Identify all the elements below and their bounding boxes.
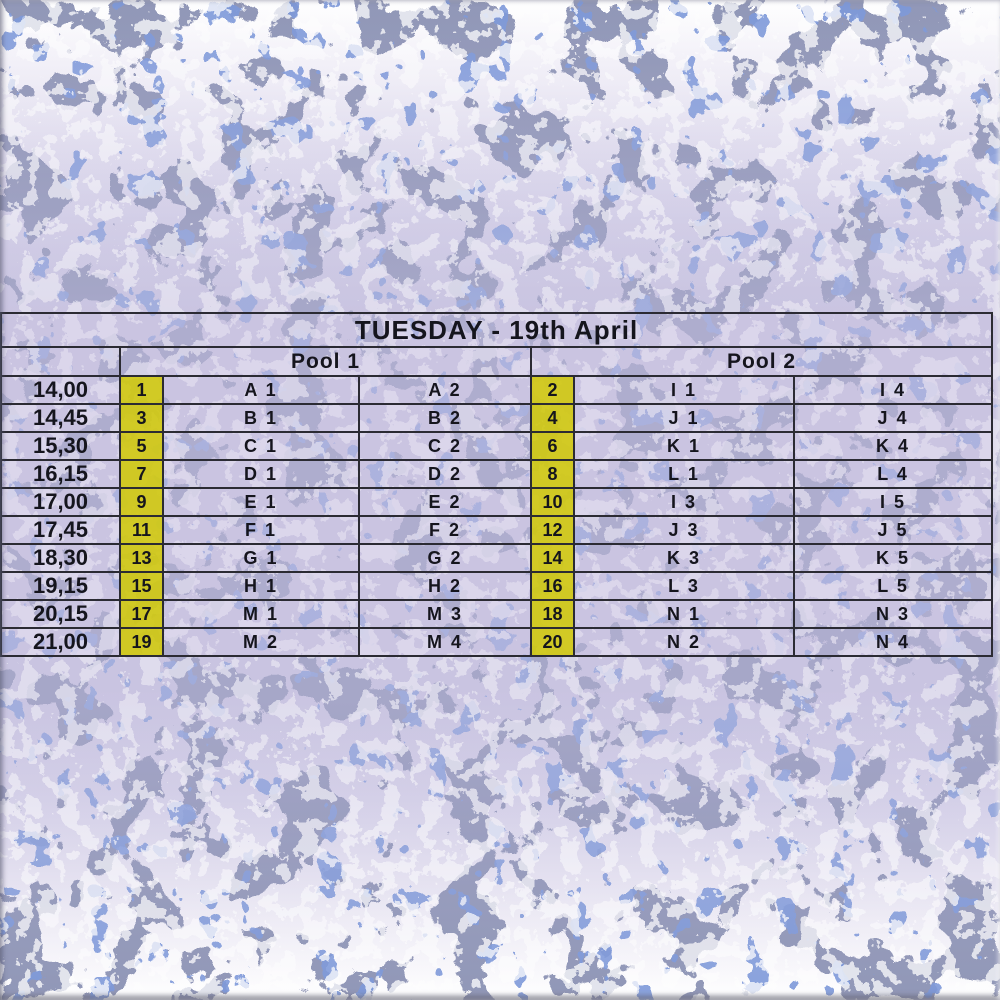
match-number-cell: 12: [530, 515, 575, 545]
match-code-cell: A 2: [358, 375, 532, 405]
match-number-cell: 1: [119, 375, 164, 405]
match-code-cell: K 5: [792, 543, 994, 573]
match-code-cell: G 1: [162, 543, 360, 573]
match-number-cell: 19: [119, 627, 164, 657]
match-number-cell: 4: [530, 403, 575, 433]
match-code-cell: I 1: [573, 375, 795, 405]
match-number-cell: 16: [530, 571, 575, 601]
table-row: 19,15 15 H 1 H 2 16 L 3 L 5: [0, 571, 994, 601]
match-number-cell: 10: [530, 487, 575, 517]
table-row: 15,30 5 C 1 C 2 6 K 1 K 4: [0, 431, 994, 461]
match-code-cell: N 1: [573, 599, 795, 629]
match-number-cell: 13: [119, 543, 164, 573]
match-code-cell: E 1: [162, 487, 360, 517]
match-code-cell: L 3: [573, 571, 795, 601]
match-code-cell: M 4: [358, 627, 532, 657]
match-code-cell: K 1: [573, 431, 795, 461]
match-number-cell: 20: [530, 627, 575, 657]
match-code-cell: N 2: [573, 627, 795, 657]
pool1-header: Pool 1: [119, 346, 532, 377]
match-code-cell: M 3: [358, 599, 532, 629]
match-code-cell: N 3: [792, 599, 994, 629]
time-cell: 17,00: [0, 487, 121, 517]
match-number-cell: 11: [119, 515, 164, 545]
table-row: 14,00 1 A 1 A 2 2 I 1 I 4: [0, 375, 994, 405]
time-cell: 15,30: [0, 431, 121, 461]
match-code-cell: L 5: [792, 571, 994, 601]
match-code-cell: N 4: [792, 627, 994, 657]
match-code-cell: K 4: [792, 431, 994, 461]
match-code-cell: E 2: [358, 487, 532, 517]
match-code-cell: B 2: [358, 403, 532, 433]
table-row: 14,45 3 B 1 B 2 4 J 1 J 4: [0, 403, 994, 433]
match-code-cell: H 1: [162, 571, 360, 601]
match-number-cell: 9: [119, 487, 164, 517]
match-code-cell: M 2: [162, 627, 360, 657]
time-cell: 14,45: [0, 403, 121, 433]
header-row: Pool 1 Pool 2: [0, 346, 994, 377]
title-row: TUESDAY - 19th April: [0, 312, 994, 348]
match-code-cell: I 5: [792, 487, 994, 517]
time-cell: 19,15: [0, 571, 121, 601]
match-number-cell: 8: [530, 459, 575, 489]
match-number-cell: 2: [530, 375, 575, 405]
pool2-header: Pool 2: [529, 346, 994, 377]
match-number-cell: 6: [530, 431, 575, 461]
match-number-cell: 5: [119, 431, 164, 461]
table-row: 16,15 7 D 1 D 2 8 L 1 L 4: [0, 459, 994, 489]
time-cell: 17,45: [0, 515, 121, 545]
match-code-cell: D 1: [162, 459, 360, 489]
match-code-cell: H 2: [358, 571, 532, 601]
time-cell: 14,00: [0, 375, 121, 405]
schedule-title: TUESDAY - 19th April: [0, 312, 994, 348]
time-cell: 18,30: [0, 543, 121, 573]
match-number-cell: 14: [530, 543, 575, 573]
table-row: 17,45 11 F 1 F 2 12 J 3 J 5: [0, 515, 994, 545]
match-code-cell: J 3: [573, 515, 795, 545]
table-row: 18,30 13 G 1 G 2 14 K 3 K 5: [0, 543, 994, 573]
match-number-cell: 17: [119, 599, 164, 629]
match-number-cell: 15: [119, 571, 164, 601]
match-number-cell: 18: [530, 599, 575, 629]
match-code-cell: J 4: [792, 403, 994, 433]
match-code-cell: L 4: [792, 459, 994, 489]
match-code-cell: D 2: [358, 459, 532, 489]
match-code-cell: B 1: [162, 403, 360, 433]
match-code-cell: M 1: [162, 599, 360, 629]
match-number-cell: 3: [119, 403, 164, 433]
table-row: 21,00 19 M 2 M 4 20 N 2 N 4: [0, 627, 994, 657]
table-row: 20,15 17 M 1 M 3 18 N 1 N 3: [0, 599, 994, 629]
match-code-cell: L 1: [573, 459, 795, 489]
match-code-cell: G 2: [358, 543, 532, 573]
time-cell: 16,15: [0, 459, 121, 489]
match-number-cell: 7: [119, 459, 164, 489]
match-code-cell: F 2: [358, 515, 532, 545]
match-code-cell: J 5: [792, 515, 994, 545]
schedule-table: TUESDAY - 19th April Pool 1 Pool 2 14,00…: [0, 312, 994, 657]
match-code-cell: I 3: [573, 487, 795, 517]
match-code-cell: A 1: [162, 375, 360, 405]
time-cell: 21,00: [0, 627, 121, 657]
match-code-cell: K 3: [573, 543, 795, 573]
match-code-cell: F 1: [162, 515, 360, 545]
match-code-cell: C 2: [358, 431, 532, 461]
match-code-cell: C 1: [162, 431, 360, 461]
time-column-header: [0, 346, 121, 377]
match-code-cell: I 4: [792, 375, 994, 405]
time-cell: 20,15: [0, 599, 121, 629]
table-row: 17,00 9 E 1 E 2 10 I 3 I 5: [0, 487, 994, 517]
match-code-cell: J 1: [573, 403, 795, 433]
